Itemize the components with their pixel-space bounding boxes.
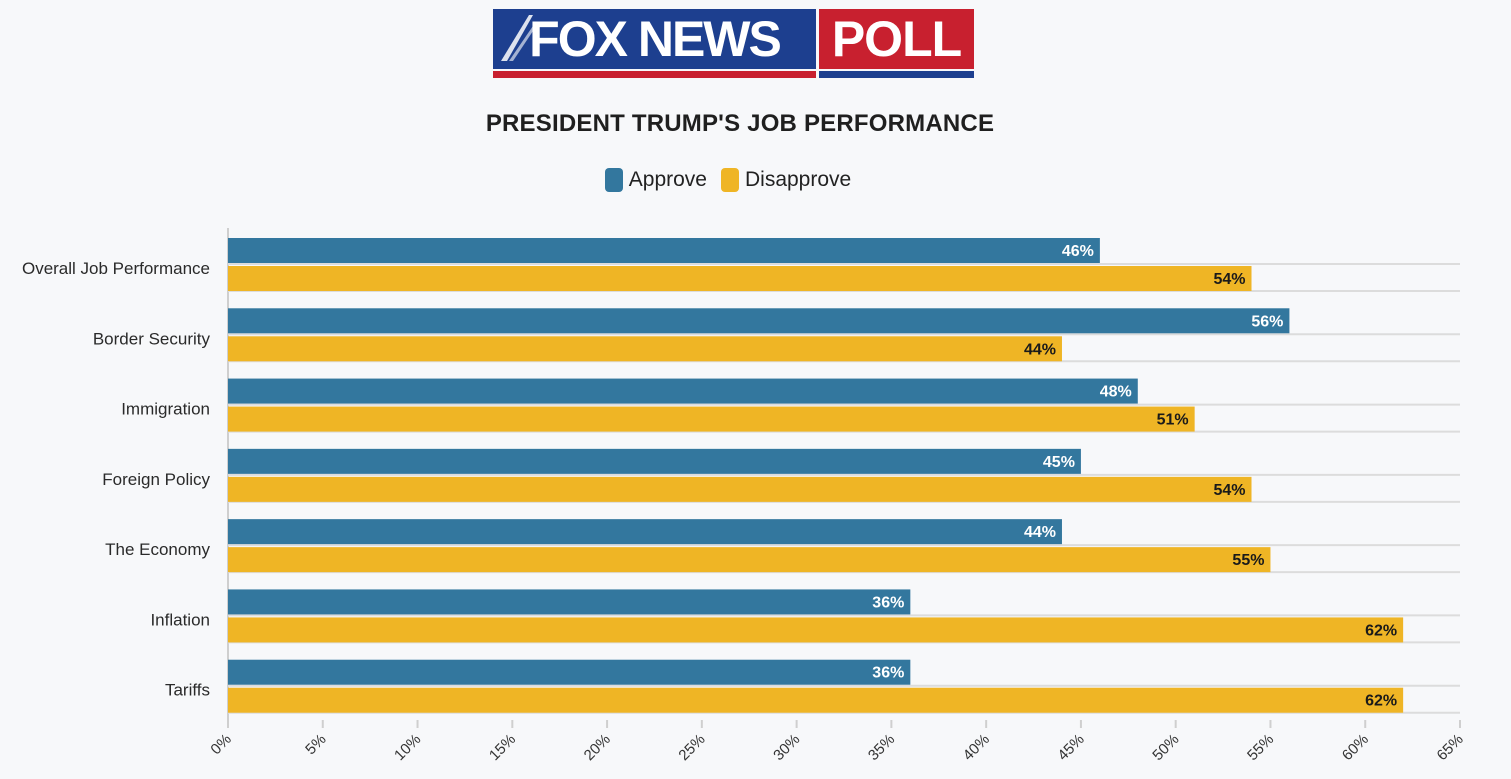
- x-tick-label: 40%: [960, 731, 993, 764]
- x-tick-label: 15%: [486, 731, 519, 764]
- disapprove-value-label: 62%: [1365, 622, 1397, 639]
- category-label: The Economy: [105, 540, 210, 559]
- disapprove-bar: [228, 476, 1252, 502]
- x-tick-label: 5%: [302, 731, 329, 758]
- disapprove-value-label: 62%: [1365, 693, 1397, 710]
- approve-value-label: 36%: [872, 665, 904, 682]
- chart-legend: Approve Disapprove: [0, 168, 1456, 192]
- logo-poll: POLL: [819, 9, 974, 69]
- disapprove-value-label: 44%: [1024, 341, 1056, 358]
- legend-label-approve: Approve: [628, 168, 707, 191]
- category-label: Border Security: [93, 329, 211, 348]
- approve-bar: [228, 659, 911, 685]
- legend-item-disapprove[interactable]: Disapprove: [720, 168, 852, 192]
- category-label: Foreign Policy: [102, 470, 210, 489]
- logo-streak-icon: [501, 15, 537, 61]
- x-tick-label: 50%: [1149, 731, 1182, 764]
- disapprove-value-label: 55%: [1232, 552, 1264, 569]
- disapprove-value-label: 54%: [1213, 482, 1245, 499]
- x-tick-label: 30%: [770, 731, 803, 764]
- x-tick-label: 25%: [675, 731, 708, 764]
- approve-value-label: 48%: [1100, 384, 1132, 401]
- disapprove-value-label: 51%: [1157, 412, 1189, 429]
- category-label: Tariffs: [165, 681, 210, 700]
- logo-underline-right: [819, 71, 974, 78]
- disapprove-bar: [228, 266, 1252, 291]
- approve-value-label: 44%: [1024, 524, 1056, 541]
- disapprove-bar: [228, 336, 1062, 362]
- x-tick-label: 65%: [1434, 731, 1467, 764]
- logo-underline-left: [493, 71, 816, 78]
- x-tick-label: 20%: [581, 731, 614, 764]
- chart-title: PRESIDENT TRUMP'S JOB PERFORMANCE: [485, 110, 995, 137]
- fox-news-poll-logo: FOX NEWS POLL: [493, 9, 974, 78]
- approve-bar: [228, 238, 1100, 263]
- legend-swatch-approve: [604, 168, 623, 192]
- x-tick-label: 10%: [391, 731, 424, 764]
- x-tick-label: 45%: [1054, 731, 1087, 764]
- disapprove-bar: [228, 406, 1195, 432]
- legend-item-approve[interactable]: Approve: [604, 168, 707, 192]
- x-tick-label: 60%: [1339, 731, 1372, 764]
- approve-bar: [228, 308, 1290, 334]
- disapprove-bar: [228, 547, 1271, 573]
- category-label: Immigration: [121, 400, 210, 419]
- legend-label-disapprove: Disapprove: [744, 168, 852, 191]
- logo-fox-news: FOX NEWS: [493, 9, 816, 69]
- x-tick-label: 55%: [1244, 731, 1277, 764]
- disapprove-bar: [228, 687, 1404, 713]
- approve-value-label: 36%: [872, 594, 904, 611]
- approve-bar: [228, 448, 1081, 474]
- approve-bar: [228, 378, 1138, 404]
- x-tick-label: 0%: [207, 731, 234, 758]
- disapprove-bar: [228, 617, 1404, 643]
- approve-value-label: 46%: [1062, 243, 1094, 260]
- disapprove-value-label: 54%: [1213, 271, 1245, 288]
- approve-value-label: 45%: [1043, 454, 1075, 471]
- x-tick-label: 35%: [865, 731, 898, 764]
- legend-swatch-disapprove: [720, 168, 739, 192]
- category-label: Overall Job Performance: [22, 259, 210, 278]
- approve-value-label: 56%: [1251, 313, 1283, 330]
- approve-bar: [228, 589, 911, 615]
- approve-bar: [228, 519, 1062, 545]
- category-label: Inflation: [150, 610, 210, 629]
